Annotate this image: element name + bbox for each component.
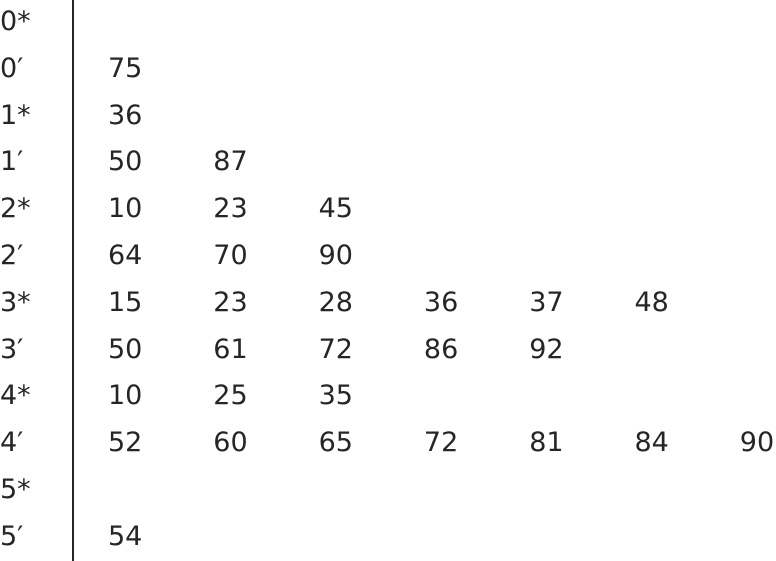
stem-label: 4* (0, 380, 31, 412)
leaf-value: 36 (423, 286, 459, 318)
leaf-value: 72 (318, 333, 353, 365)
stem-label: 0* (0, 6, 31, 37)
leaf-value: 75 (108, 52, 143, 84)
stem-label: 3′ (0, 333, 24, 365)
stem-row: 5* (0, 475, 776, 505)
leaf-value: 36 (108, 99, 143, 131)
stem-label: 1′ (0, 146, 24, 178)
stem-label: 3* (0, 286, 31, 318)
stem-row: 2* 10 23 45 (0, 194, 776, 224)
leaf-value: 23 (213, 286, 248, 318)
leaf-value: 50 (108, 146, 143, 178)
leaf-value: 87 (213, 146, 248, 178)
leaf-value: 48 (634, 286, 669, 318)
stem-divider-line (72, 0, 74, 561)
stem-row: 0* (0, 7, 776, 37)
leaf-value: 84 (634, 427, 669, 459)
stem-label: 5* (0, 474, 31, 505)
stem-row: 4′ 52 60 65 72 81 84 90 (0, 428, 776, 458)
leaf-value: 10 (108, 380, 143, 412)
leaf-value: 52 (108, 427, 143, 459)
leaf-value: 35 (318, 380, 353, 412)
leaf-value: 86 (423, 333, 459, 365)
leaf-value: 90 (318, 240, 353, 271)
stem-row: 5′ 54 (0, 520, 776, 552)
stem-row: 3* 15 23 28 36 37 48 (0, 286, 776, 318)
stem-row: 1′ 50 87 (0, 147, 776, 177)
leaf-value: 54 (108, 520, 143, 552)
leaf-value: 45 (318, 193, 353, 225)
leaf-value: 50 (108, 333, 143, 365)
stem-row: 3′ 50 61 72 86 92 (0, 333, 776, 365)
leaf-value: 37 (529, 286, 564, 318)
leaf-value: 28 (318, 286, 353, 318)
leaf-value: 90 (739, 427, 775, 459)
leaf-value: 81 (529, 427, 564, 459)
leaf-value: 15 (108, 286, 143, 318)
leaf-value: 64 (108, 240, 143, 271)
leaf-value: 65 (318, 427, 353, 459)
stem-row: 1* 36 (0, 99, 776, 131)
leaf-value: 72 (423, 427, 459, 459)
leaf-value: 61 (213, 333, 248, 365)
stem-label: 0′ (0, 52, 24, 84)
stem-row: 4* 10 25 35 (0, 381, 776, 411)
leaf-value: 23 (213, 193, 248, 225)
leaf-value: 60 (213, 427, 248, 459)
leaf-value: 25 (213, 380, 248, 412)
leaf-value: 10 (108, 193, 143, 225)
stem-label: 1* (0, 99, 31, 131)
stem-row: 2′ 64 70 90 (0, 241, 776, 271)
stem-label: 5′ (0, 520, 24, 552)
stem-label: 2′ (0, 240, 24, 271)
stem-label: 2* (0, 193, 31, 225)
leaf-value: 70 (213, 240, 248, 271)
stem-row: 0′ 75 (0, 52, 776, 84)
stem-label: 4′ (0, 427, 24, 459)
leaf-value: 92 (529, 333, 564, 365)
